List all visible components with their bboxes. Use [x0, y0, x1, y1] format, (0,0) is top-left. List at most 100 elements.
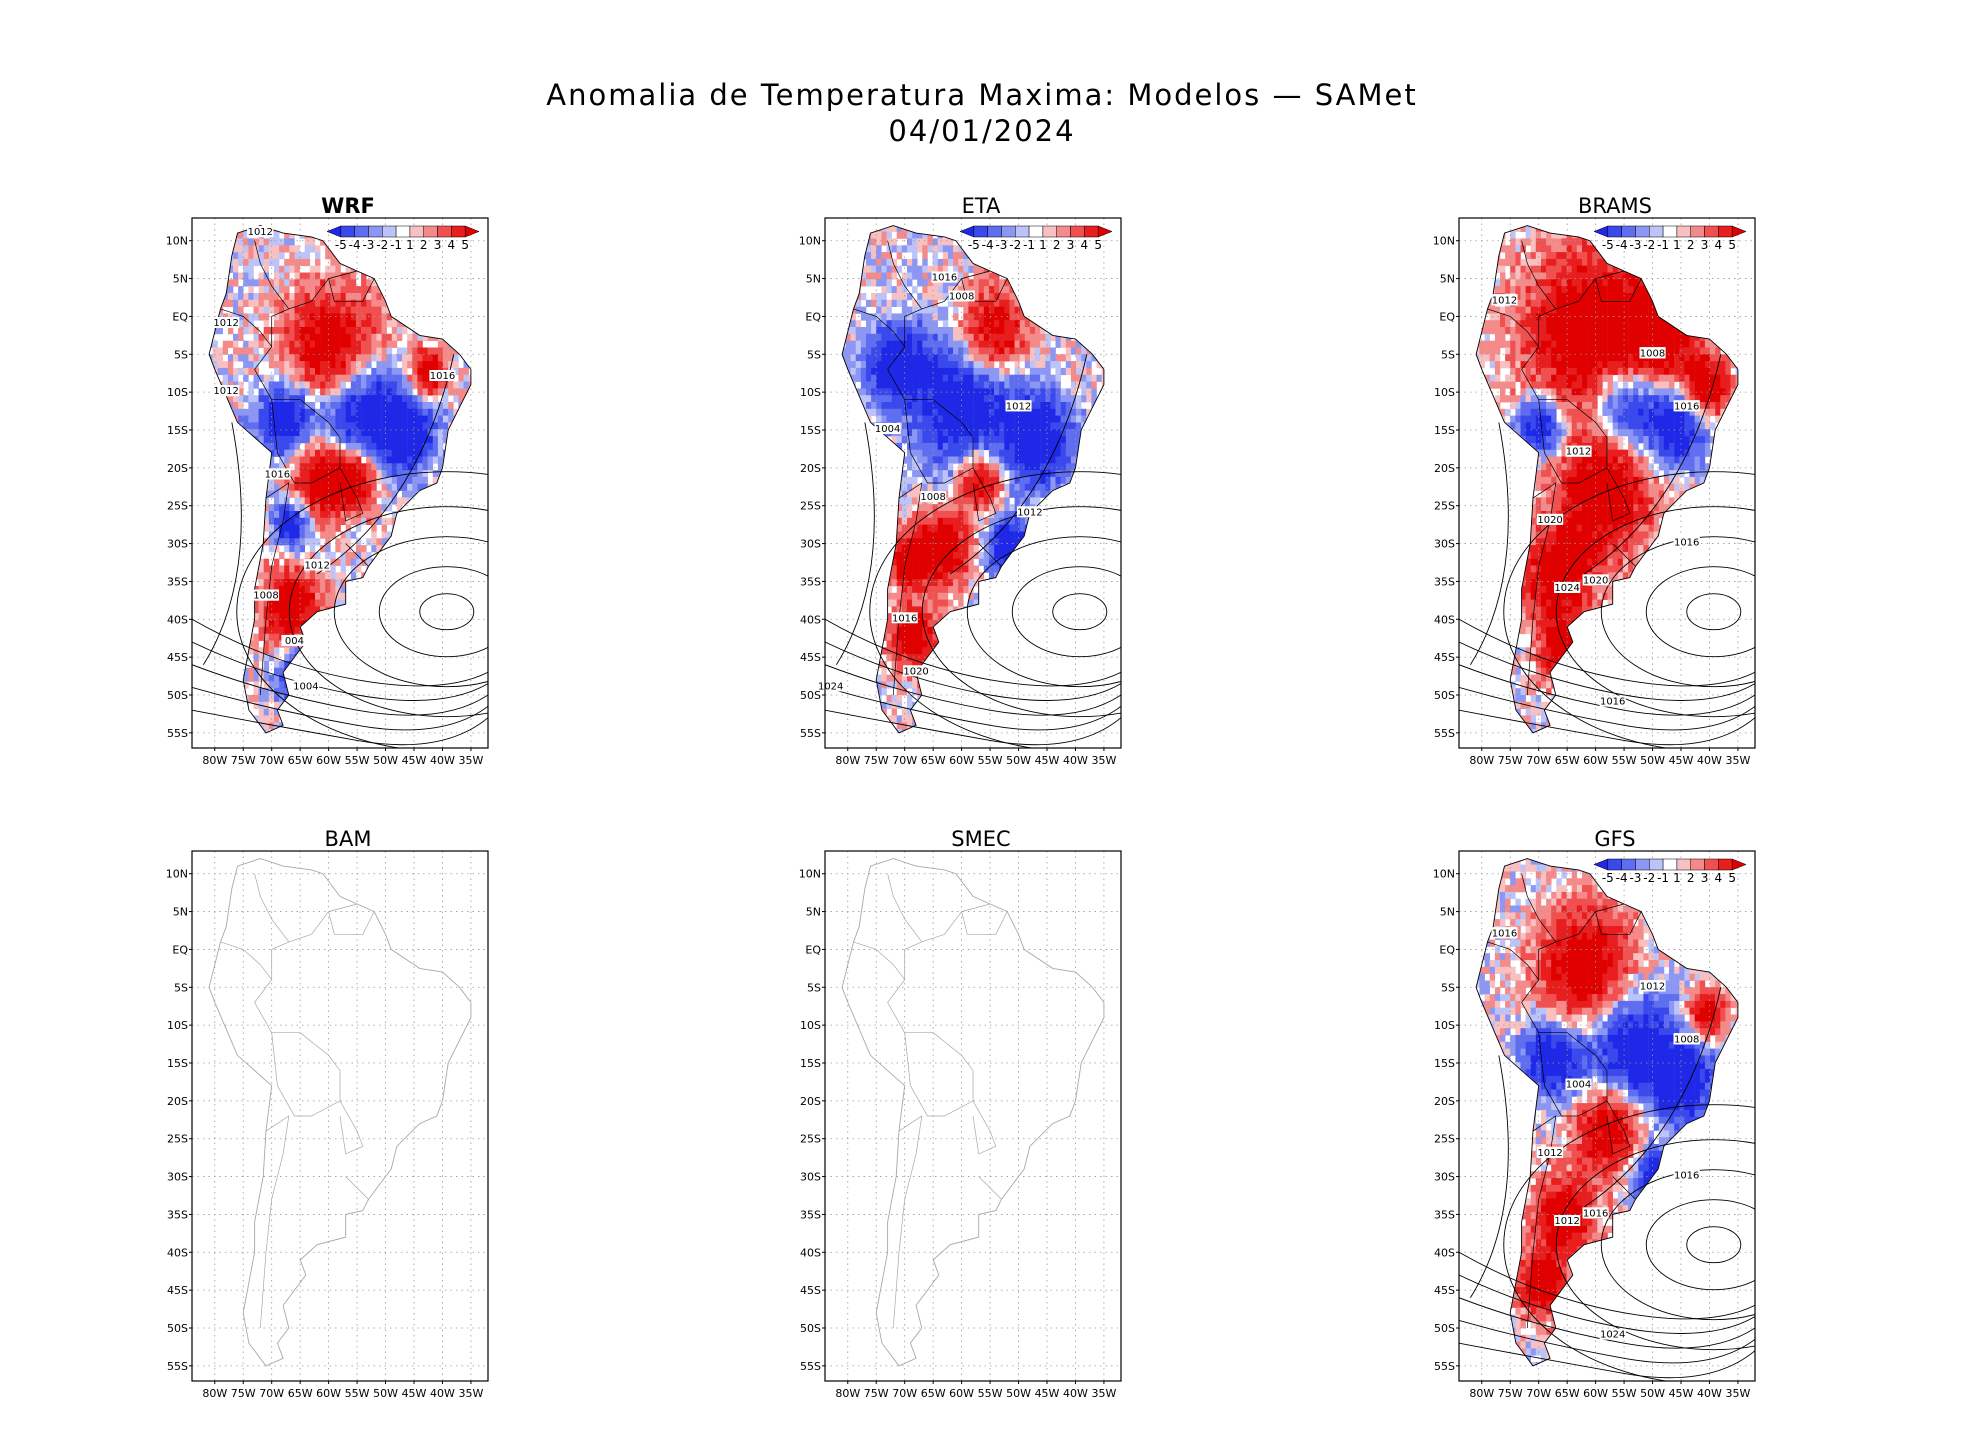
lat-tick-label: 5S — [1441, 981, 1455, 994]
lat-tick-label: 5S — [174, 348, 188, 361]
lon-tick-label: 75W — [864, 1387, 889, 1400]
panel-bam: BAM 10N 5N EQ 5S 10S 15S 20S 25S 30S 35S 40S 45S 50S 5… — [166, 827, 528, 1427]
lat-tick-label: 50S — [800, 689, 821, 702]
lat-tick-label: EQ — [1439, 310, 1455, 323]
lat-tick-label: 50S — [167, 689, 188, 702]
isobar-label: 1016 — [892, 613, 917, 624]
isobar-label: 1012 — [305, 560, 330, 571]
lon-tick-label: 65W — [921, 754, 946, 767]
lat-tick-label: 45S — [800, 1284, 821, 1297]
lat-axis: 10N 5N EQ 5S 10S 15S 20S 25S 30S 35S 40S 45S 50S 55S — [166, 868, 192, 1373]
lon-tick-label: 50W — [1640, 754, 1665, 767]
lon-tick-label: 45W — [402, 1387, 427, 1400]
colorbar-label: 4 — [1715, 871, 1723, 885]
colorbar-label: -5 — [1602, 238, 1614, 252]
lon-tick-label: 80W — [1469, 1387, 1494, 1400]
colorbar-label: 3 — [1701, 871, 1709, 885]
map-canvas: 1012101210161012102010161012100810161012… — [1433, 217, 1756, 767]
lat-tick-label: 50S — [167, 1322, 188, 1335]
country-borders — [1487, 873, 1642, 1329]
lat-tick-label: 50S — [800, 1322, 821, 1335]
lat-tick-label: 15S — [800, 1057, 821, 1070]
lat-tick-label: 10S — [1434, 386, 1455, 399]
colorbar-label: -3 — [362, 238, 374, 252]
lon-tick-label: 70W — [259, 754, 284, 767]
colorbar-label: -5 — [1602, 871, 1614, 885]
isobars — [825, 354, 1121, 748]
colorbar-label: 2 — [1687, 871, 1695, 885]
country-borders — [1487, 240, 1642, 696]
lon-tick-label: 50W — [1006, 754, 1031, 767]
lat-tick-label: 5N — [173, 273, 188, 286]
isobar-labels: 1012101210121008100810121016102010241016… — [817, 271, 1043, 692]
lat-tick-label: 20S — [167, 462, 188, 475]
lat-tick-label: 10N — [799, 235, 821, 248]
lon-axis: 80W 75W 70W 65W 60W 55W 50W 45W 40W 35W — [202, 1381, 483, 1400]
isobar-label: 1004 — [1566, 1080, 1591, 1091]
isobar-label: 1012 — [213, 386, 238, 397]
lon-axis: 80W 75W 70W 65W 60W 55W 50W 45W 40W 35W — [835, 748, 1116, 767]
lat-tick-label: 20S — [800, 462, 821, 475]
lon-tick-label: 40W — [1697, 1387, 1722, 1400]
lon-tick-label: 50W — [373, 754, 398, 767]
colorbar-label: 5 — [1094, 238, 1102, 252]
lat-tick-label: 35S — [1434, 1208, 1455, 1221]
lat-tick-label: 40S — [800, 613, 821, 626]
isobar-label: 1016 — [1583, 1208, 1608, 1219]
map-canvas: 10N 5N EQ 5S 10S 15S 20S 25S 30S 35S 40S 45S 50S 55S 8… — [166, 850, 489, 1400]
isobar-label: 1008 — [920, 492, 945, 503]
map-canvas: 1012101210121008100810121016102010241016… — [799, 217, 1122, 767]
lat-tick-label: 5S — [807, 348, 821, 361]
lat-tick-label: 15S — [1434, 424, 1455, 437]
isobar-label: 1016 — [265, 469, 290, 480]
lat-tick-label: 20S — [167, 1095, 188, 1108]
lat-tick-label: 35S — [167, 1208, 188, 1221]
lat-tick-label: 15S — [1434, 1057, 1455, 1070]
map-canvas: 10N 5N EQ 5S 10S 15S 20S 25S 30S 35S 40S 45S 50S 55S 8… — [799, 850, 1122, 1400]
lon-tick-label: 35W — [458, 754, 483, 767]
colorbar-label: 1 — [1673, 871, 1681, 885]
lon-tick-label: 70W — [892, 1387, 917, 1400]
isobar-label: 1016 — [1492, 928, 1517, 939]
page-title: Anomalia de Temperatura Maxima: Modelos … — [546, 78, 1418, 112]
isobar-labels: 1012101210121016101210121012101210161016… — [1491, 927, 1700, 1341]
lat-tick-label: 45S — [800, 651, 821, 664]
isobar-label: 1016 — [1674, 538, 1699, 549]
lat-tick-label: 20S — [1434, 1095, 1455, 1108]
lat-tick-label: 5N — [1440, 273, 1455, 286]
colorbar: -5 -4 -3 -2 -1 1 2 3 4 5 — [326, 225, 480, 252]
page-date: 04/01/2024 — [888, 114, 1076, 148]
isobar-label: 1012 — [1017, 507, 1042, 518]
isobar-label: 1004 — [293, 681, 318, 692]
lat-tick-label: 30S — [1434, 1171, 1455, 1184]
colorbar-label: 2 — [1687, 238, 1695, 252]
lat-tick-label: 55S — [800, 727, 821, 740]
lon-axis: 80W 75W 70W 65W 60W 55W 50W 45W 40W 35W — [202, 748, 483, 767]
coastline — [1475, 225, 1739, 734]
lon-tick-label: 45W — [402, 754, 427, 767]
lon-tick-label: 55W — [1612, 754, 1637, 767]
lat-tick-label: 45S — [167, 1284, 188, 1297]
lon-tick-label: 35W — [1091, 1387, 1116, 1400]
lon-tick-label: 75W — [1498, 754, 1523, 767]
lat-tick-label: 10S — [1434, 1019, 1455, 1032]
colorbar-label: 2 — [1053, 238, 1061, 252]
isobar-label: 1024 — [818, 681, 843, 692]
lon-axis: 80W 75W 70W 65W 60W 55W 50W 45W 40W 35W — [1469, 1381, 1750, 1400]
lon-tick-label: 70W — [892, 754, 917, 767]
isobars — [1459, 987, 1755, 1381]
colorbar-label: -2 — [1009, 238, 1021, 252]
lon-axis: 80W 75W 70W 65W 60W 55W 50W 45W 40W 35W — [835, 1381, 1116, 1400]
lat-tick-label: 50S — [1434, 689, 1455, 702]
isobar-label: 004 — [285, 636, 304, 647]
lon-tick-label: 55W — [978, 754, 1003, 767]
lon-tick-label: 50W — [1006, 1387, 1031, 1400]
panel-title: WRF — [321, 194, 375, 218]
lat-tick-label: 55S — [167, 727, 188, 740]
lat-tick-label: 5S — [807, 981, 821, 994]
lon-tick-label: 70W — [1526, 1387, 1551, 1400]
colorbar-label: -1 — [1657, 238, 1669, 252]
colorbar-label: 3 — [434, 238, 442, 252]
lat-tick-label: 55S — [800, 1360, 821, 1373]
colorbar-label: 1 — [406, 238, 414, 252]
